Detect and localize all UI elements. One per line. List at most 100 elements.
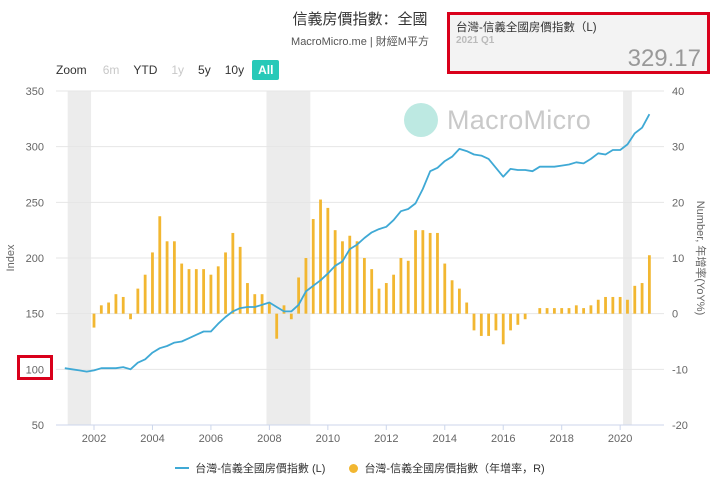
tooltip-date: 2021 Q1 [456, 35, 495, 46]
x-tick-label: 2020 [608, 433, 632, 445]
x-axis-ticks: 2002 2004 2006 2008 2010 2012 2014 2016 2018 2020 [56, 424, 664, 445]
yoy-bars [92, 199, 651, 345]
yoy-bar[interactable] [428, 232, 432, 314]
yoy-bar[interactable] [326, 207, 330, 314]
legend-item-index[interactable]: 台灣-信義全國房價指數 (L) [175, 460, 325, 476]
yoy-bar[interactable] [92, 313, 96, 328]
yoy-bar[interactable] [574, 305, 578, 314]
yoy-bar[interactable] [194, 269, 198, 314]
yoy-bar[interactable] [406, 260, 410, 314]
yoy-bar[interactable] [377, 288, 381, 314]
yoy-bar[interactable] [282, 305, 286, 314]
zoom-all-button[interactable]: All [252, 60, 280, 80]
yoy-bar[interactable] [297, 277, 301, 314]
left-tick-label: 200 [26, 253, 44, 265]
yoy-bar[interactable] [129, 313, 132, 320]
yoy-bar[interactable] [238, 246, 242, 314]
yoy-bar[interactable] [121, 296, 125, 314]
yoy-bar[interactable] [224, 252, 227, 314]
yoy-bar[interactable] [99, 305, 103, 314]
yoy-bar[interactable] [384, 283, 388, 314]
yoy-bar[interactable] [362, 258, 366, 314]
left-tick-label: 300 [26, 142, 44, 154]
yoy-bar[interactable] [333, 230, 337, 314]
yoy-bar[interactable] [633, 285, 637, 314]
yoy-bar[interactable] [604, 296, 607, 314]
yoy-bar[interactable] [450, 280, 454, 314]
yoy-bar[interactable] [626, 299, 629, 314]
yoy-bar[interactable] [246, 283, 249, 314]
dot-series-icon [349, 463, 359, 473]
yoy-bar[interactable] [172, 241, 176, 314]
yoy-bar[interactable] [538, 308, 542, 314]
yoy-bar[interactable] [465, 302, 469, 314]
yoy-bar[interactable] [392, 274, 396, 314]
zoom-5y-button[interactable]: 5y [198, 63, 211, 77]
yoy-bar[interactable] [348, 235, 352, 314]
legend-item-yoy[interactable]: 台灣-信義全國房價指數（年增率，R) [349, 460, 545, 476]
yoy-bar[interactable] [216, 266, 220, 314]
yoy-bar[interactable] [202, 269, 206, 314]
yoy-bar[interactable] [545, 308, 549, 314]
yoy-bar[interactable] [596, 299, 600, 314]
x-tick-label: 2014 [433, 433, 457, 445]
yoy-bar[interactable] [640, 283, 644, 314]
yoy-bar[interactable] [443, 263, 447, 314]
yoy-bar[interactable] [472, 313, 476, 331]
yoy-bar[interactable] [341, 241, 344, 314]
yoy-bar[interactable] [165, 241, 169, 314]
yoy-bar[interactable] [516, 313, 520, 325]
yoy-bar[interactable] [180, 263, 184, 314]
yoy-bar[interactable] [647, 255, 651, 314]
chart-legend: 台灣-信義全國房價指數 (L) 台灣-信義全國房價指數（年增率，R) [0, 460, 720, 476]
yoy-bar[interactable] [501, 313, 505, 345]
yoy-bar[interactable] [319, 199, 322, 314]
yoy-bar[interactable] [552, 308, 556, 314]
x-tick-label: 2004 [140, 433, 164, 445]
yoy-bar[interactable] [611, 296, 615, 314]
yoy-bar[interactable] [355, 241, 359, 314]
yoy-bar[interactable] [289, 313, 293, 320]
yoy-bar[interactable] [457, 288, 461, 314]
yoy-bar[interactable] [509, 313, 512, 331]
yoy-bar[interactable] [523, 313, 527, 320]
yoy-bar[interactable] [275, 313, 279, 339]
index-series-line[interactable] [64, 113, 651, 373]
yoy-bar[interactable] [494, 313, 498, 331]
yoy-bar[interactable] [143, 274, 147, 314]
yoy-bar[interactable] [151, 252, 154, 314]
left-axis-label: Index [5, 244, 17, 271]
yoy-bar[interactable] [399, 258, 403, 314]
zoom-6m-button[interactable]: 6m [102, 63, 120, 77]
yoy-bar[interactable] [158, 216, 162, 314]
yoy-bar[interactable] [311, 219, 315, 314]
yoy-bar[interactable] [421, 230, 425, 314]
zoom-ytd-button[interactable]: YTD [133, 63, 158, 77]
yoy-bar[interactable] [209, 274, 213, 314]
yoy-bar[interactable] [487, 313, 491, 336]
zoom-10y-button[interactable]: 10y [224, 63, 245, 77]
yoy-bar[interactable] [414, 230, 417, 314]
yoy-bar[interactable] [253, 294, 257, 314]
yoy-bar[interactable] [187, 269, 191, 314]
x-tick-label: 2010 [316, 433, 340, 445]
yoy-bar[interactable] [582, 308, 586, 314]
yoy-bar[interactable] [436, 232, 439, 314]
x-tick-label: 2006 [199, 433, 223, 445]
right-axis-ticks: -20 -10 0 10 20 30 40 [672, 86, 688, 432]
yoy-bar[interactable] [136, 288, 140, 314]
yoy-bar[interactable] [304, 258, 308, 314]
yoy-bar[interactable] [267, 302, 271, 314]
zoom-1y-button[interactable]: 1y [171, 63, 185, 77]
yoy-bar[interactable] [107, 302, 111, 314]
yoy-bar[interactable] [479, 313, 483, 336]
yoy-bar[interactable] [567, 308, 571, 314]
yoy-bar[interactable] [231, 232, 235, 314]
yoy-bar[interactable] [618, 296, 622, 314]
yoy-bar[interactable] [114, 294, 118, 314]
yoy-bar[interactable] [370, 269, 374, 314]
tooltip-series: 台灣-信義全國房價指數（L) [456, 22, 597, 34]
yoy-bar[interactable] [560, 308, 564, 314]
yoy-bar[interactable] [589, 305, 593, 314]
